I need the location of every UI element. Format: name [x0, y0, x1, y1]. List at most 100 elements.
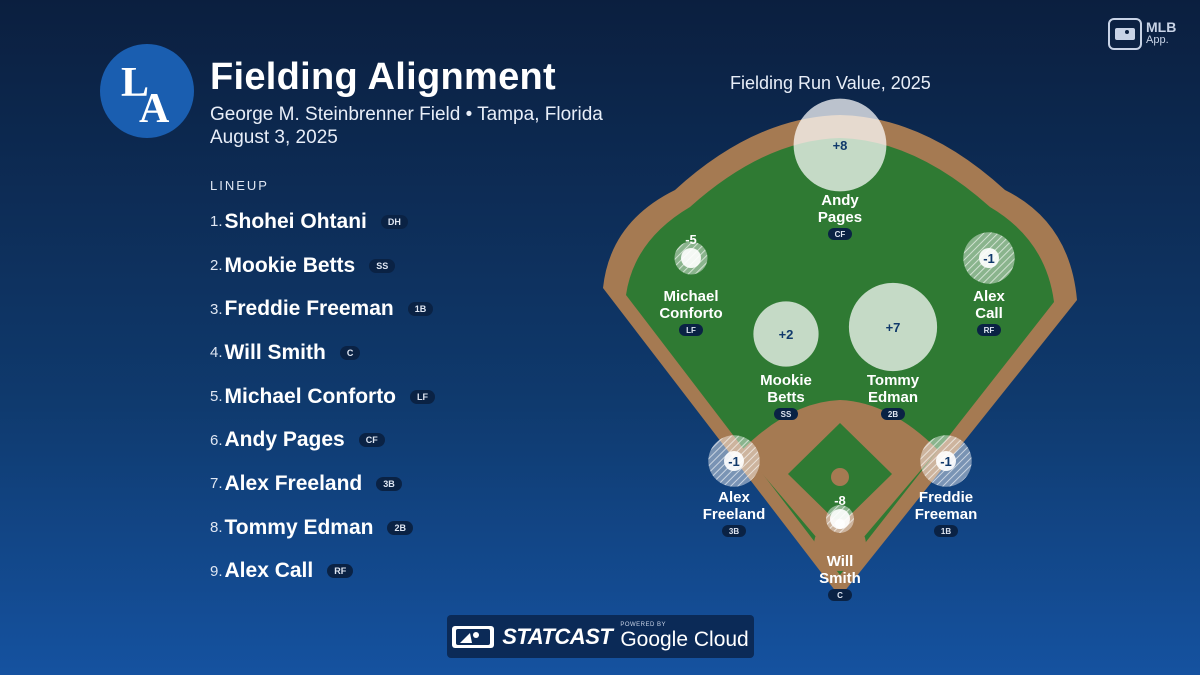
- player-name: Alex Freeland: [224, 471, 363, 495]
- batting-order: 7.: [210, 475, 223, 493]
- svg-text:A: A: [139, 86, 170, 126]
- pitchers-mound: [831, 468, 849, 486]
- run-value-core: [724, 451, 744, 471]
- player-name: Tommy Edman: [224, 515, 374, 539]
- batting-order: 2.: [210, 257, 223, 275]
- player-name: Andy Pages: [224, 428, 345, 452]
- position-pill-label: LF: [686, 326, 696, 335]
- player-name: Will Smith: [224, 340, 326, 364]
- list-item: 9. Alex Call RF: [210, 550, 435, 594]
- player-name: Alex Call: [224, 559, 314, 583]
- statcast-branding: STATCAST POWERED BY Google Cloud: [447, 615, 754, 658]
- fielder-first-name: Michael: [663, 288, 718, 305]
- fielder-first-name: Alex: [973, 288, 1005, 305]
- position-badge: C: [339, 345, 361, 360]
- fielder-last-name: Call: [975, 305, 1003, 322]
- position-badge: CF: [358, 433, 385, 448]
- lineup-list: 1. Shohei Ohtani DH 2. Mookie Betts SS 3…: [210, 200, 436, 594]
- fielder-last-name: Edman: [868, 389, 918, 406]
- svg-text:L: L: [121, 60, 149, 106]
- page-title: Fielding Alignment: [210, 56, 556, 98]
- team-logo: L A: [100, 44, 194, 138]
- list-item: 5. Michael Conforto LF: [210, 375, 436, 419]
- list-item: 3. Freddie Freeman 1B: [210, 287, 435, 331]
- position-badge: SS: [369, 258, 396, 273]
- run-value-core: [936, 451, 956, 471]
- outfield-grass: [626, 138, 1054, 575]
- position-badge: RF: [327, 564, 354, 579]
- batting-order: 3.: [210, 300, 223, 318]
- position-pill: [722, 525, 746, 537]
- position-pill: [934, 525, 958, 537]
- position-pill: [679, 324, 703, 336]
- mlb-app-badge: MLB App.: [1108, 18, 1176, 50]
- run-value-label: -8: [834, 493, 846, 508]
- mlb-logo-icon: [1108, 18, 1142, 50]
- run-value-label: -1: [940, 454, 952, 469]
- list-item: 1. Shohei Ohtani DH: [210, 200, 435, 244]
- position-pill-label: SS: [781, 410, 792, 419]
- home-plate-area: [814, 519, 866, 571]
- app-label-line1: MLB: [1146, 19, 1177, 35]
- batting-order: 9.: [210, 562, 223, 580]
- batting-order: 1.: [210, 213, 223, 231]
- fielder-first-name: Mookie: [760, 372, 812, 389]
- position-pill-label: 1B: [941, 527, 951, 536]
- position-pill-label: RF: [984, 326, 995, 335]
- position-pill: [828, 228, 852, 240]
- position-pill-label: 2B: [888, 410, 898, 419]
- lineup-heading: LINEUP: [210, 178, 269, 193]
- powered-by-text: POWERED BY: [620, 621, 666, 628]
- position-pill: [828, 589, 852, 601]
- field-title: Fielding Run Value, 2025: [730, 73, 931, 93]
- position-badge: 3B: [376, 476, 402, 491]
- fielder-last-name: Betts: [767, 389, 805, 406]
- position-pill: [881, 408, 905, 420]
- run-value-label: -1: [983, 251, 995, 266]
- player-name: Mookie Betts: [224, 253, 356, 277]
- list-item: 4. Will Smith C: [210, 331, 435, 375]
- fielder-last-name: Smith: [819, 570, 861, 587]
- fielder-first-name: Freddie: [919, 489, 973, 506]
- fielder-first-name: Tommy: [867, 372, 920, 389]
- list-item: 7. Alex Freeland 3B: [210, 462, 435, 506]
- run-value-core: [830, 509, 850, 529]
- game-info: George M. Steinbrenner Field • Tampa, Fl…: [210, 103, 603, 149]
- run-value-core: [979, 248, 999, 268]
- google-cloud-wordmark: Google Cloud: [620, 627, 749, 651]
- run-value-core: [681, 248, 701, 268]
- run-value-circle: [753, 301, 819, 367]
- batting-order: 5.: [210, 388, 223, 406]
- mlb-logo-icon: [452, 625, 495, 648]
- position-badge: 2B: [387, 520, 413, 535]
- fielder-last-name: Freeland: [703, 506, 766, 523]
- fielder-last-name: Freeman: [915, 506, 978, 523]
- run-value-circle: [793, 98, 887, 192]
- player-name: Michael Conforto: [224, 384, 397, 408]
- date-text: August 3, 2025: [210, 127, 338, 148]
- batting-order: 6.: [210, 431, 223, 449]
- batting-order: 4.: [210, 344, 223, 362]
- fielder-last-name: Pages: [818, 209, 862, 226]
- run-value-label: +7: [886, 320, 901, 335]
- run-value-label: +2: [779, 327, 794, 342]
- la-logo-icon: L A: [121, 60, 170, 126]
- run-value-label: -1: [728, 454, 740, 469]
- list-item: 6. Andy Pages CF: [210, 418, 435, 462]
- app-label-line2: App.: [1146, 34, 1169, 46]
- venue-text: George M. Steinbrenner Field • Tampa, Fl…: [210, 104, 603, 125]
- player-name: Shohei Ohtani: [224, 209, 367, 233]
- batting-order: 8.: [210, 519, 223, 537]
- position-badge: 1B: [407, 302, 434, 317]
- player-name: Freddie Freeman: [224, 297, 394, 321]
- position-badge: LF: [410, 389, 436, 404]
- fielder-first-name: Will: [827, 553, 854, 570]
- fielder-first-name: Andy: [821, 192, 859, 209]
- statcast-wordmark: STATCAST: [502, 623, 613, 649]
